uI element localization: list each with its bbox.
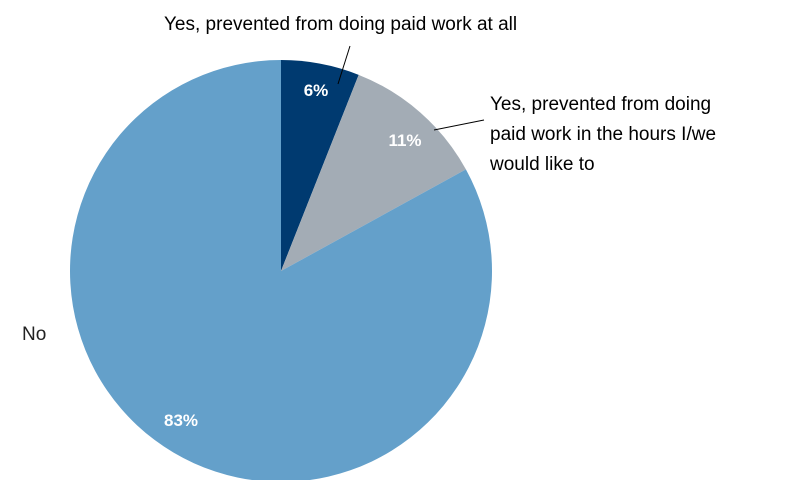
category-label-hours-line-2: paid work in the hours I/we — [490, 124, 716, 145]
value-label-no: 83% — [164, 411, 198, 430]
value-label-hours: 11% — [388, 131, 421, 150]
pie-slice-work-at-all — [281, 60, 359, 271]
category-label-work-at-all: Yes, prevented from doing paid work at a… — [164, 14, 517, 35]
pie-slice-no — [70, 60, 492, 480]
value-label-work-at-all: 6% — [304, 81, 329, 100]
leader-lines — [337, 45, 485, 131]
pie-slice-hours — [281, 74, 466, 271]
pie-slices — [70, 60, 492, 480]
category-label-hours-line-1: Yes, prevented from doing — [490, 94, 711, 115]
category-label-hours-line-3: would like to — [489, 154, 595, 175]
category-label-no: No — [22, 324, 46, 345]
leader-line-work-at-all — [337, 45, 351, 85]
leader-line-hours — [433, 119, 485, 131]
